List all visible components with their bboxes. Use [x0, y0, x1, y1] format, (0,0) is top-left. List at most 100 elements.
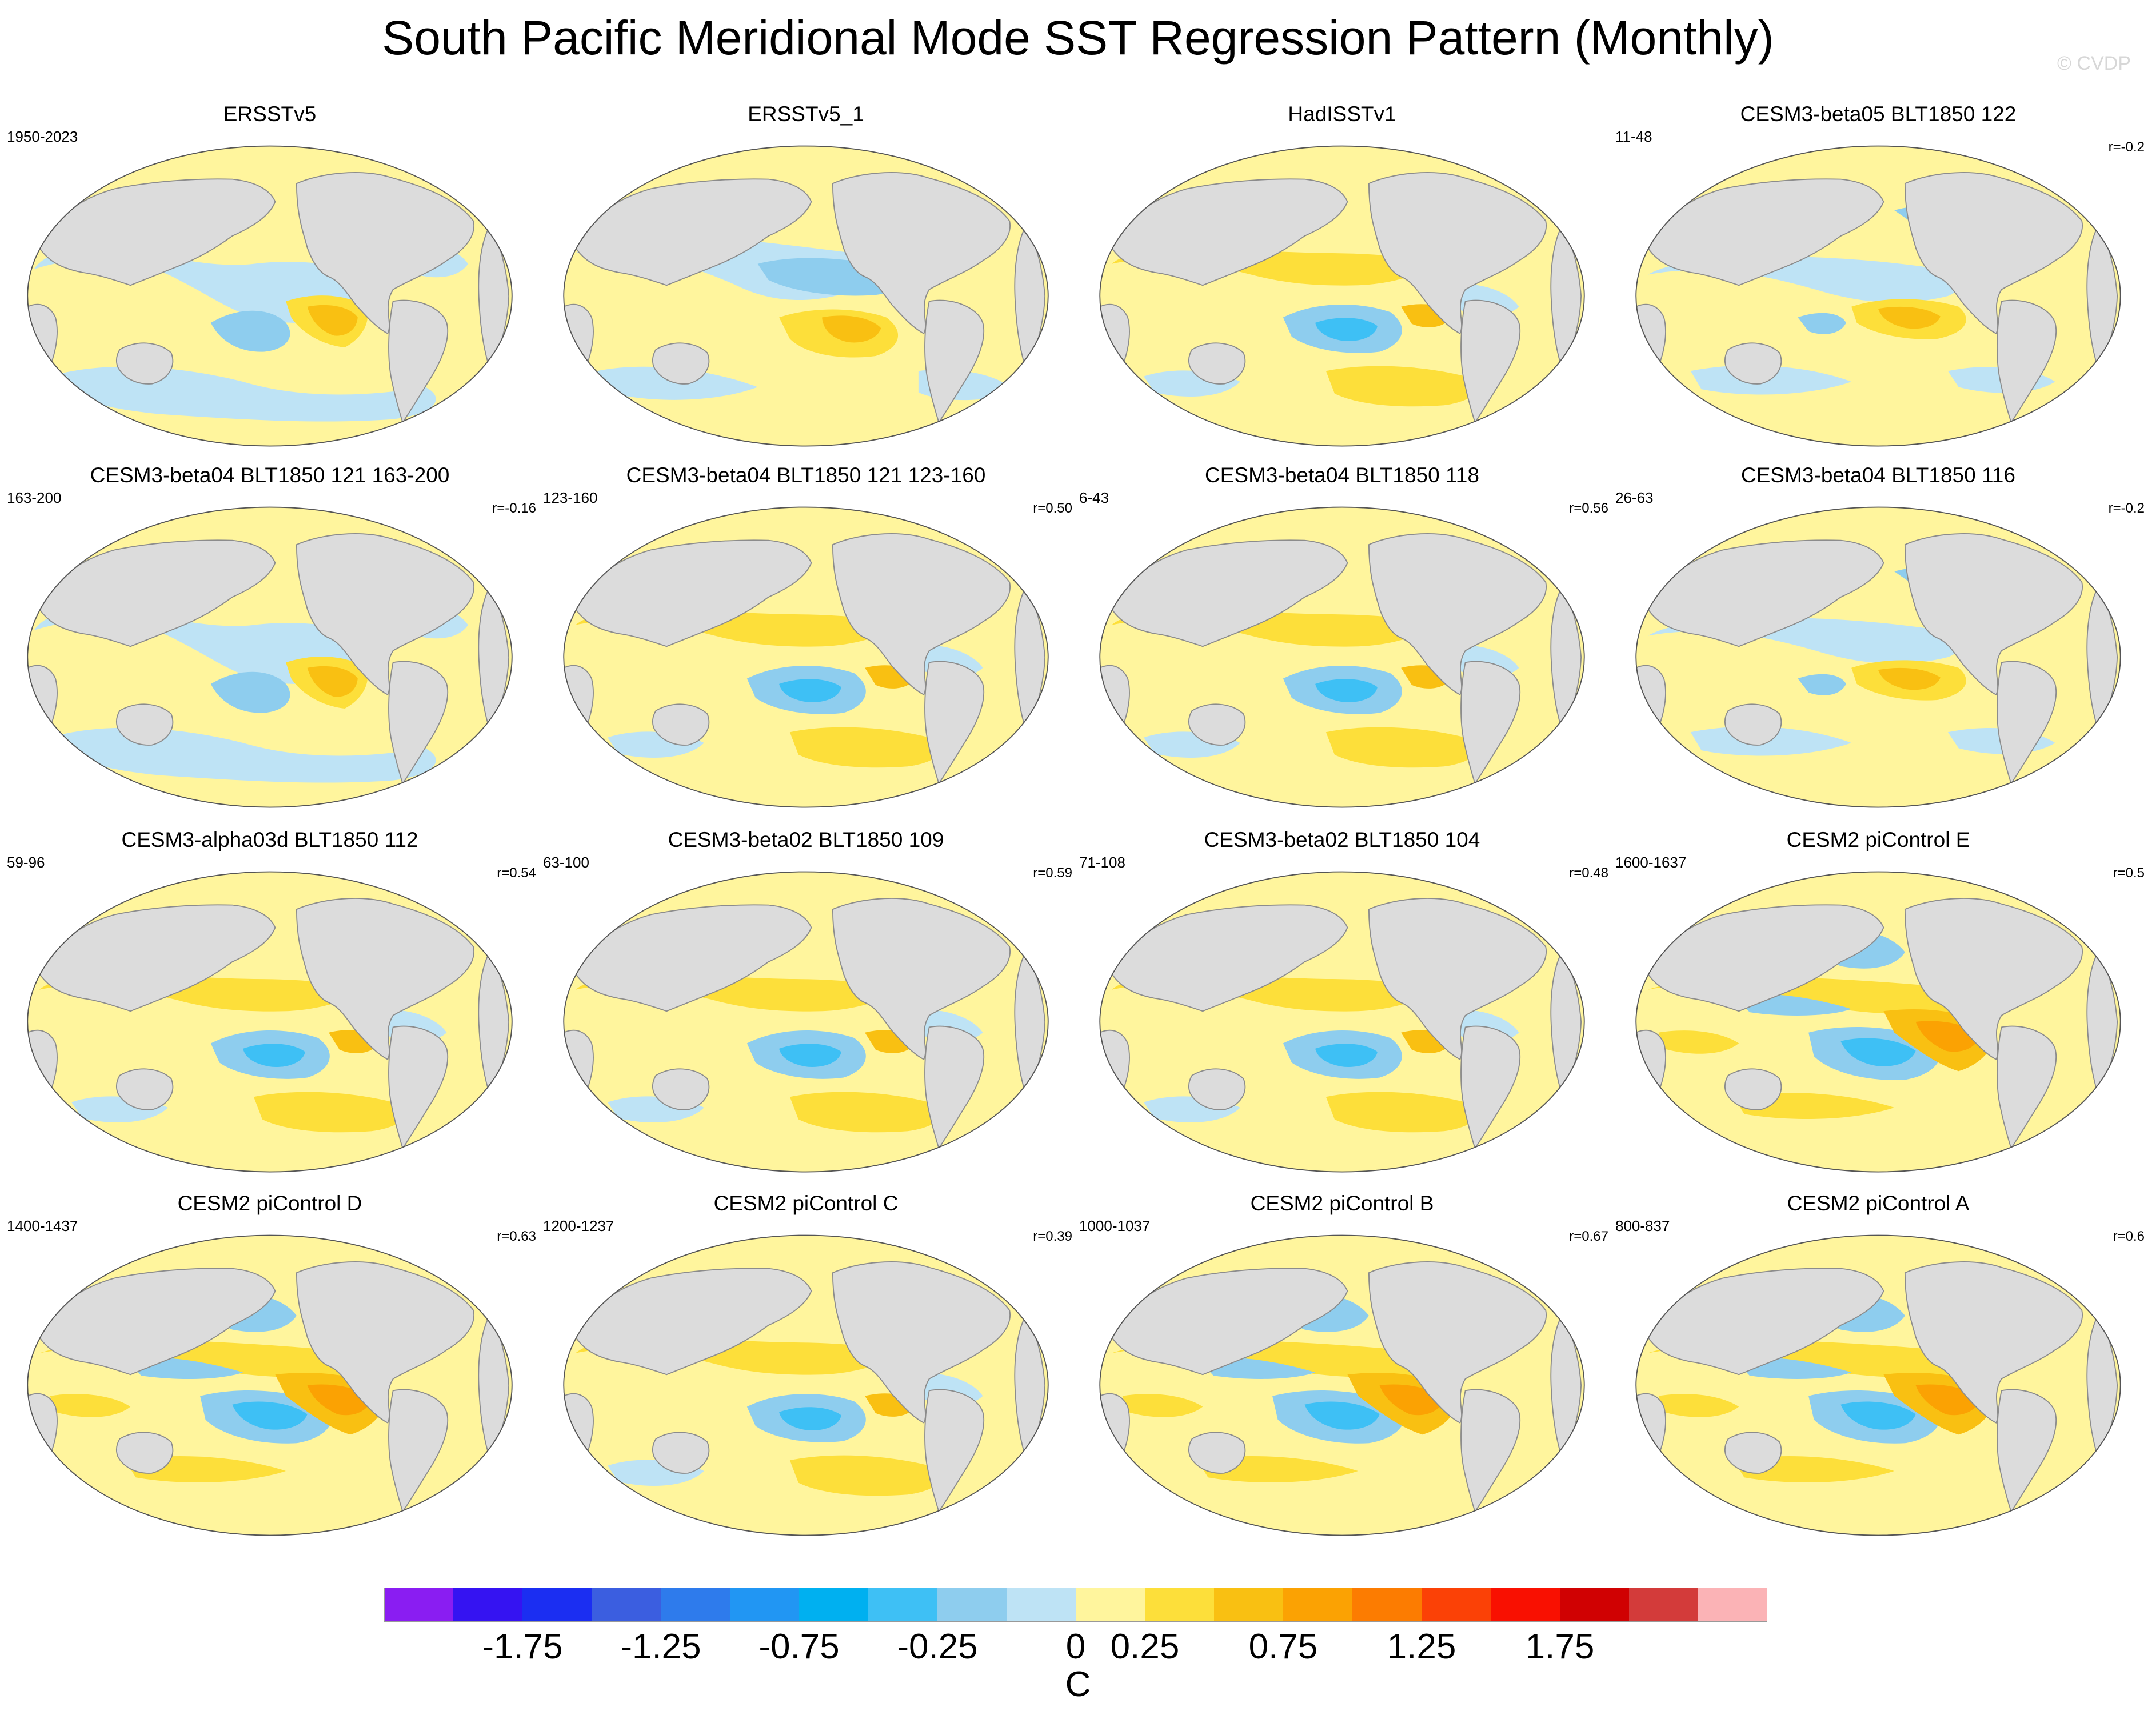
colorbar-ticks: -1.75 -1.25 -0.75 -0.25 0 0.25 0.75 1.25 1.75	[0, 1626, 2156, 1672]
sst-anomaly-region	[243, 1044, 305, 1067]
colorbar	[384, 1588, 1767, 1622]
map-frame	[27, 145, 513, 447]
sst-anomaly-region	[1798, 674, 1846, 695]
map-panel: CESM2 piControl E 1600-1637 r=0.5	[1610, 827, 2147, 1193]
land-mass	[115, 342, 174, 385]
panel-years: 71-108	[1079, 854, 1125, 871]
panel-title: CESM3-beta02 BLT1850 104	[1204, 828, 1480, 851]
land-mass	[1997, 1389, 2057, 1513]
land-mass	[1368, 898, 1547, 1060]
colorbar-swatch	[730, 1588, 800, 1622]
panel-years: 11-48	[1615, 128, 1652, 145]
colorbar-swatch	[1352, 1588, 1422, 1622]
map-frame	[1099, 1234, 1585, 1536]
ocean-base	[27, 1235, 512, 1536]
land-mass	[296, 898, 474, 1060]
land-mass	[574, 904, 812, 1012]
panel-title: CESM3-beta04 BLT1850 121 123-160	[626, 463, 986, 487]
sst-anomaly-region	[1878, 306, 1941, 329]
colorbar-tick-label: 0	[1065, 1627, 1086, 1666]
map-panel: CESM3-alpha03d BLT1850 112 59-96 r=0.54	[1, 827, 538, 1193]
land-mass	[388, 661, 449, 785]
land-mass	[1997, 661, 2057, 785]
map-frame	[1635, 871, 2121, 1173]
map-panel: CESM2 piControl D 1400-1437 r=0.63	[1, 1191, 538, 1557]
world-map	[27, 871, 513, 1173]
land-mass	[1460, 299, 1521, 424]
panel-correlation: r=0.5	[2113, 865, 2145, 881]
panel-years: 1000-1037	[1079, 1217, 1151, 1234]
sst-anomaly-region	[779, 1407, 841, 1430]
map-panel: CESM3-beta04 BLT1850 118 6-43 r=0.56	[1073, 463, 1611, 829]
panel-years: 1200-1237	[543, 1217, 614, 1234]
colorbar-swatch	[384, 1588, 454, 1622]
panel-title: ERSSTv5	[223, 102, 317, 126]
map-frame	[563, 506, 1049, 808]
colorbar-outline	[384, 1588, 1767, 1622]
map-frame	[1635, 506, 2121, 808]
sst-anomaly-region	[210, 671, 290, 713]
map-panel: CESM3-beta02 BLT1850 109 63-100 r=0.59	[537, 827, 1075, 1193]
panel-title: CESM3-beta04 BLT1850 121 163-200	[90, 463, 450, 487]
land-mass	[652, 1068, 710, 1110]
colorbar-swatch	[522, 1588, 592, 1622]
sst-anomaly-region	[1304, 1401, 1380, 1430]
panel-correlation: r=-0.2	[2108, 139, 2145, 155]
ocean-base	[1100, 507, 1584, 807]
map-frame	[1635, 145, 2121, 447]
map-frame	[27, 1234, 513, 1536]
colorbar-swatch	[1145, 1588, 1215, 1622]
land-mass	[1904, 533, 2083, 695]
panel-correlation: r=-0.2	[2108, 501, 2145, 516]
land-mass	[1460, 1025, 1521, 1150]
land-mass	[388, 299, 449, 424]
colorbar-swatch	[937, 1588, 1007, 1622]
sst-anomaly-region	[1122, 1394, 1203, 1417]
land-mass	[1904, 1261, 2083, 1424]
land-mass	[832, 1261, 1011, 1424]
land-mass	[388, 1389, 449, 1513]
land-mass	[1111, 904, 1348, 1012]
map-frame	[1099, 506, 1585, 808]
map-panel: HadISSTv1	[1073, 102, 1611, 467]
colorbar-swatch	[1007, 1588, 1076, 1622]
sst-anomaly-region	[1798, 313, 1846, 334]
land-mass	[1188, 703, 1246, 746]
panel-title: CESM3-beta04 BLT1850 116	[1741, 463, 2015, 487]
map-panel: CESM2 piControl B 1000-1037 r=0.67	[1073, 1191, 1611, 1557]
colorbar-tick-label: 0.25	[1110, 1627, 1180, 1666]
land-mass	[115, 1068, 174, 1110]
sst-anomaly-region	[307, 305, 358, 336]
watermark: © CVDP	[2057, 53, 2131, 74]
sst-anomaly-region	[1840, 1038, 1916, 1066]
panel-years: 6-43	[1079, 489, 1109, 506]
colorbar-swatches	[384, 1588, 1767, 1622]
world-map	[1635, 145, 2121, 447]
land-mass	[1724, 1068, 1782, 1110]
land-mass	[1368, 533, 1547, 695]
land-mass	[832, 172, 1011, 334]
colorbar-tick-label: 0.75	[1248, 1627, 1318, 1666]
colorbar-swatch	[868, 1588, 938, 1622]
ocean-base	[27, 872, 512, 1172]
panel-years: 1950-2023	[7, 128, 78, 145]
land-mass	[1647, 904, 1884, 1012]
panel-title: HadISSTv1	[1288, 102, 1396, 126]
sst-anomaly-region	[1658, 1030, 1739, 1054]
panel-title: CESM3-alpha03d BLT1850 112	[121, 828, 418, 851]
map-panel: CESM3-beta04 BLT1850 116 26-63 r=-0.2	[1610, 463, 2147, 829]
panel-correlation: r=0.59	[1033, 865, 1072, 881]
colorbar-units: C	[1065, 1665, 1091, 1704]
map-frame	[563, 145, 1049, 447]
land-mass	[652, 703, 710, 746]
page-title: South Pacific Meridional Mode SST Regres…	[382, 11, 1774, 65]
panel-title: CESM3-beta02 BLT1850 109	[668, 828, 944, 851]
colorbar-swatch	[1076, 1588, 1145, 1622]
land-mass	[574, 1268, 812, 1376]
colorbar-swatch	[592, 1588, 661, 1622]
panel-title: ERSSTv5_1	[748, 102, 864, 126]
colorbar-swatch	[1629, 1588, 1699, 1622]
map-panel: CESM3-beta04 BLT1850 121 163-200 163-200 r…	[1, 463, 538, 829]
colorbar-swatch	[1214, 1588, 1284, 1622]
panel-correlation: r=0.48	[1569, 865, 1608, 881]
